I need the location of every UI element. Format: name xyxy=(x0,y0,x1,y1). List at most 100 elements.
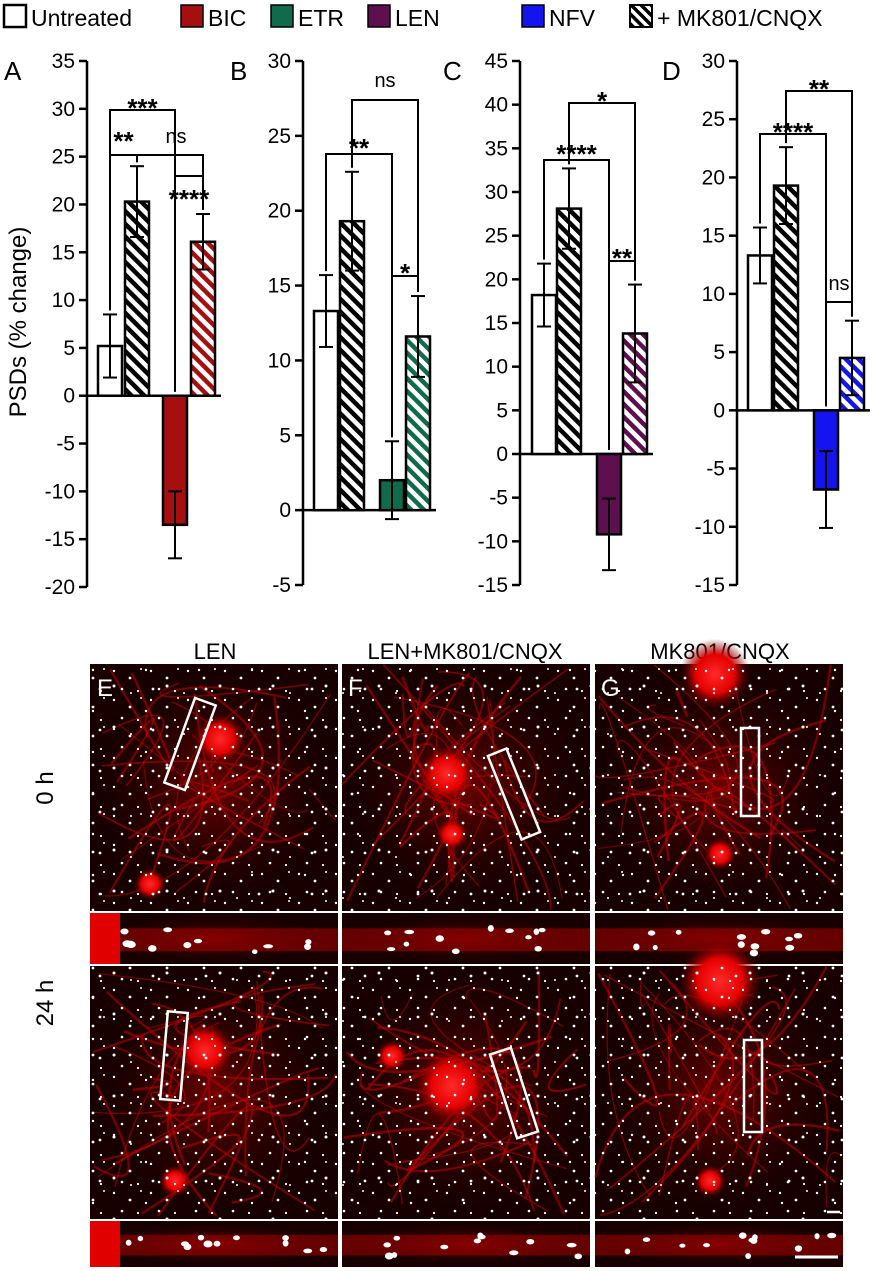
micrograph-image xyxy=(90,664,338,911)
legend-label-untreated: Untreated xyxy=(31,5,132,31)
bar xyxy=(338,219,366,512)
significance-label: * xyxy=(400,258,411,288)
legend-label-bic: BIC xyxy=(208,5,246,31)
y-tick-label: 15 xyxy=(268,275,291,298)
y-tick-label: -5 xyxy=(272,574,291,597)
row-label-24h: 24 h xyxy=(32,980,59,1027)
significance-label: ** xyxy=(113,126,134,156)
significance-label: **** xyxy=(556,139,597,169)
panel-letter: D xyxy=(662,56,681,86)
significance-bracket xyxy=(568,102,636,281)
y-tick-label: 25 xyxy=(702,108,725,131)
significance-bracket xyxy=(109,109,176,392)
y-tick-label: 25 xyxy=(268,125,291,148)
y-tick-label: 30 xyxy=(268,50,291,73)
panel-letter-e: E xyxy=(97,675,113,702)
y-tick-label: 20 xyxy=(52,193,75,216)
y-tick-label: -10 xyxy=(478,530,508,553)
y-tick-label: 5 xyxy=(279,424,291,447)
y-tick-label: 5 xyxy=(63,337,75,360)
significance-label: ** xyxy=(349,133,370,163)
micrograph-zoom-strip xyxy=(90,913,338,964)
significance-label: *** xyxy=(127,93,158,123)
significance-bracket xyxy=(325,153,393,438)
legend-label-nfv: NFV xyxy=(549,5,596,31)
legend-label-etr: ETR xyxy=(298,5,344,31)
legend-swatch-etr xyxy=(270,4,294,28)
y-tick-label: 5 xyxy=(496,399,508,422)
column-label-len: LEN xyxy=(194,639,237,664)
micrograph-image xyxy=(594,939,843,1219)
y-tick-label: 30 xyxy=(485,181,508,204)
y-tick-label: 10 xyxy=(702,283,725,306)
y-tick-label: -5 xyxy=(489,487,508,510)
y-tick-label: 5 xyxy=(713,341,725,364)
panel-letter: B xyxy=(230,56,247,86)
y-tick-label: 15 xyxy=(702,225,725,248)
y-tick-label: 10 xyxy=(52,289,75,312)
significance-label: ns xyxy=(374,70,395,92)
y-tick-label: 20 xyxy=(702,166,725,189)
y-tick-label: 35 xyxy=(52,50,75,73)
micrograph-grid xyxy=(90,638,843,1267)
legend-swatch-nfv xyxy=(521,4,545,28)
roi-box xyxy=(488,1046,540,1140)
y-tick-label: 0 xyxy=(713,399,725,422)
roi-box xyxy=(158,1009,190,1103)
significance-label: ** xyxy=(809,74,830,104)
bar xyxy=(123,200,151,397)
significance-bracket xyxy=(543,159,610,450)
legend-swatch-untreated xyxy=(2,3,28,29)
roi-box xyxy=(162,696,218,792)
legend-swatch-bic xyxy=(180,4,204,28)
y-tick-label: 30 xyxy=(52,98,75,121)
micrograph-image xyxy=(90,966,338,1219)
significance-label: * xyxy=(597,86,608,116)
bar xyxy=(404,335,432,512)
micrograph-zoom-strip xyxy=(595,1221,843,1267)
micrograph-image xyxy=(341,664,590,911)
column-label-len-mk801: LEN+MK801/CNQX xyxy=(367,639,562,664)
micrograph-image xyxy=(342,966,590,1219)
y-tick-label: 0 xyxy=(496,443,508,466)
significance-bracket xyxy=(351,99,419,293)
y-tick-label: -5 xyxy=(56,433,75,456)
roi-box xyxy=(742,1038,764,1134)
y-tick-label: -15 xyxy=(45,528,75,551)
significance-label: **** xyxy=(773,117,814,147)
y-tick-label: 25 xyxy=(52,146,75,169)
y-tick-label: 20 xyxy=(485,268,508,291)
significance-label: ** xyxy=(612,243,633,273)
micrograph-zoom-strip xyxy=(342,1221,590,1267)
y-axis-title: PSDs (% change) xyxy=(5,227,32,418)
micrograph-image xyxy=(594,638,843,911)
panel-letter: C xyxy=(443,56,462,86)
y-tick-label: 10 xyxy=(268,349,291,372)
y-tick-label: -5 xyxy=(706,458,725,481)
y-tick-label: 15 xyxy=(52,241,75,264)
legend-swatch-mk801 xyxy=(629,4,653,28)
row-label-0h: 0 h xyxy=(32,771,59,804)
y-tick-label: -20 xyxy=(45,576,75,599)
roi-box xyxy=(486,746,542,842)
y-tick-label: -15 xyxy=(478,574,508,597)
y-tick-label: 45 xyxy=(485,50,508,73)
micrograph-zoom-strip xyxy=(90,1221,338,1267)
legend-swatch-len xyxy=(367,4,391,28)
panel-letter: A xyxy=(4,56,22,86)
micrograph-zoom-strip xyxy=(342,913,590,964)
roi-box xyxy=(739,726,761,818)
y-tick-label: 20 xyxy=(268,200,291,223)
panel-letter-f: F xyxy=(348,675,363,702)
significance-bracket xyxy=(785,90,853,317)
y-tick-label: 35 xyxy=(485,137,508,160)
y-tick-label: -10 xyxy=(695,516,725,539)
legend-label-len: LEN xyxy=(395,5,440,31)
legend-label-mk801: + MK801/CNQX xyxy=(657,5,823,31)
y-tick-label: 40 xyxy=(485,94,508,117)
